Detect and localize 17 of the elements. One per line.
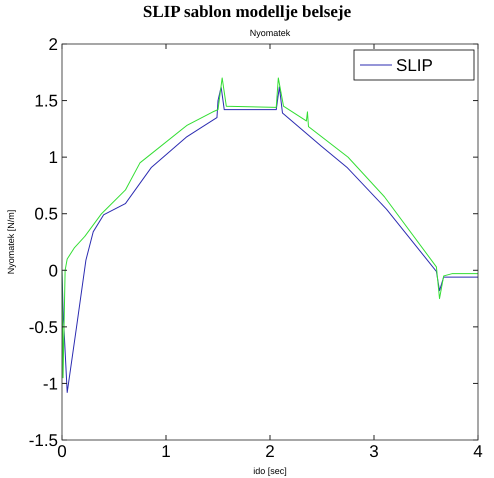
y-tick-label: -1 (42, 374, 58, 394)
y-tick-label: 0.5 (34, 204, 58, 224)
y-tick-label: -1.5 (28, 431, 58, 450)
chart-subtitle: Nyomatek (250, 28, 291, 38)
y-axis-title: Nyomatek [N/m] (6, 210, 16, 274)
legend-label: SLIP (396, 56, 433, 75)
y-tick-label: 1.5 (34, 92, 58, 111)
chart-title: SLIP sablon modellje belseje (142, 2, 352, 21)
y-tick-label: 0 (48, 261, 58, 280)
y-tick-label: 2 (48, 35, 58, 54)
x-tick-label: 2 (265, 442, 275, 461)
x-tick-label: 4 (473, 442, 483, 461)
x-axis-title: ido [sec] (253, 466, 287, 476)
x-tick-label: 1 (161, 442, 171, 461)
y-tick-label: -0.5 (28, 318, 58, 337)
x-tick-label: 3 (369, 442, 379, 461)
y-tick-label: 1 (48, 148, 58, 168)
